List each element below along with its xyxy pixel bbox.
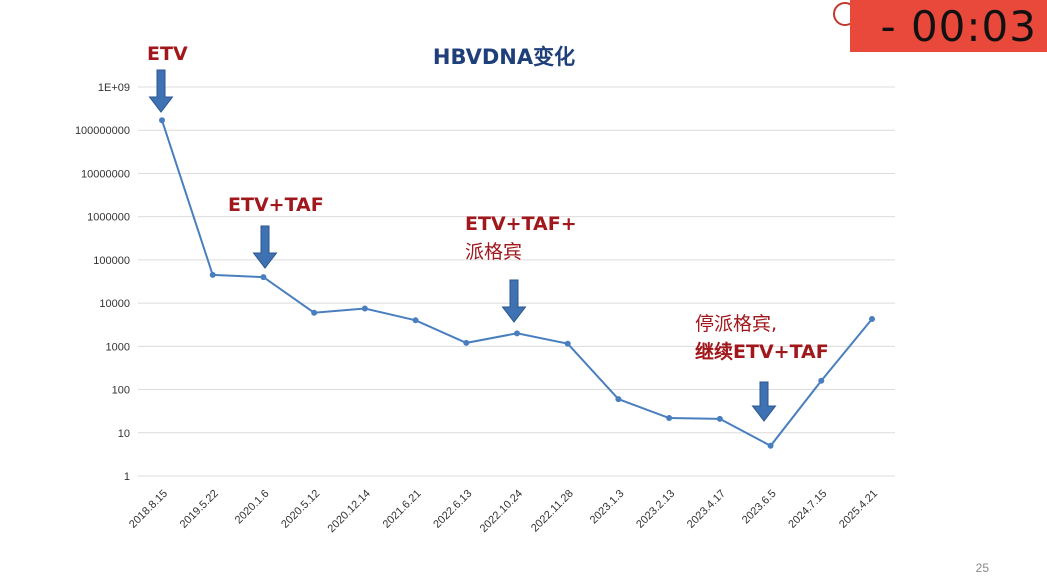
data-point	[361, 305, 368, 312]
data-points	[159, 117, 875, 449]
annotation-text: 派格宾	[465, 241, 522, 263]
y-tick-label: 10	[118, 428, 130, 440]
annotation-text: ETV+TAF	[228, 194, 324, 216]
data-point	[514, 330, 520, 337]
data-point	[615, 396, 622, 403]
y-tick-label: 10000	[99, 298, 130, 310]
y-tick-label: 100000	[93, 255, 130, 267]
data-point	[818, 377, 825, 384]
y-tick-label: 1000000	[87, 212, 130, 224]
data-point	[260, 274, 267, 281]
data-point	[463, 339, 470, 346]
data-point	[412, 317, 419, 324]
arrow-down-icon	[148, 69, 174, 113]
page-number: 25	[975, 561, 989, 575]
annotation-text: ETV	[147, 43, 188, 65]
x-tick-label: 2022.10.24	[478, 488, 525, 535]
x-tick-label: 2019.5.22	[178, 488, 221, 531]
data-point	[311, 309, 318, 316]
x-tick-label: 2021.6.21	[381, 488, 424, 531]
annotation-text: 停派格宾,	[695, 313, 777, 335]
y-tick-label: 1E+09	[98, 82, 130, 94]
y-tick-label: 100	[112, 385, 130, 397]
x-tick-label: 2022.6.13	[431, 488, 474, 531]
x-axis-ticks: 2018.8.15 2019.5.22 2020.1.6 2020.5.12 2020.…	[127, 488, 880, 535]
x-tick-label: 2020.1.6	[233, 488, 272, 527]
y-tick-label: 1	[124, 471, 130, 483]
x-tick-label: 2025.4.21	[837, 488, 880, 531]
annotation-text: ETV+TAF+	[465, 213, 577, 235]
data-point	[564, 340, 571, 347]
annotation-text: 继续ETV+TAF	[695, 340, 829, 363]
x-tick-label: 2023.1.3	[588, 488, 627, 527]
data-point	[209, 271, 216, 278]
chart-title: HBVDNA变化	[433, 45, 575, 69]
arrow-down-icon	[501, 279, 527, 323]
x-tick-label: 2020.5.12	[279, 488, 322, 531]
y-tick-label: 1000	[106, 341, 130, 353]
y-tick-label: 10000000	[81, 168, 130, 180]
data-point	[869, 315, 875, 322]
x-tick-label: 2023.2.13	[634, 488, 677, 531]
x-tick-label: 2022.11.28	[529, 488, 576, 535]
data-point	[716, 415, 723, 422]
data-point	[666, 414, 673, 421]
data-point	[159, 117, 165, 124]
x-tick-label: 2020.12.14	[326, 488, 373, 535]
x-tick-label: 2018.8.15	[127, 488, 170, 531]
arrow-down-icon	[751, 381, 777, 422]
x-tick-label: 2023.4.17	[685, 488, 728, 531]
y-axis-ticks: 1 10 100 1000 10000 100000 1000000 10000000 1000…	[75, 82, 130, 483]
countdown-timer: - 00:03	[850, 0, 1047, 52]
x-tick-label: 2024.7.15	[786, 488, 829, 531]
data-point	[767, 442, 774, 449]
arrow-down-icon	[252, 225, 278, 269]
y-tick-label: 100000000	[75, 125, 130, 137]
x-tick-label: 2023.6.5	[740, 488, 779, 527]
